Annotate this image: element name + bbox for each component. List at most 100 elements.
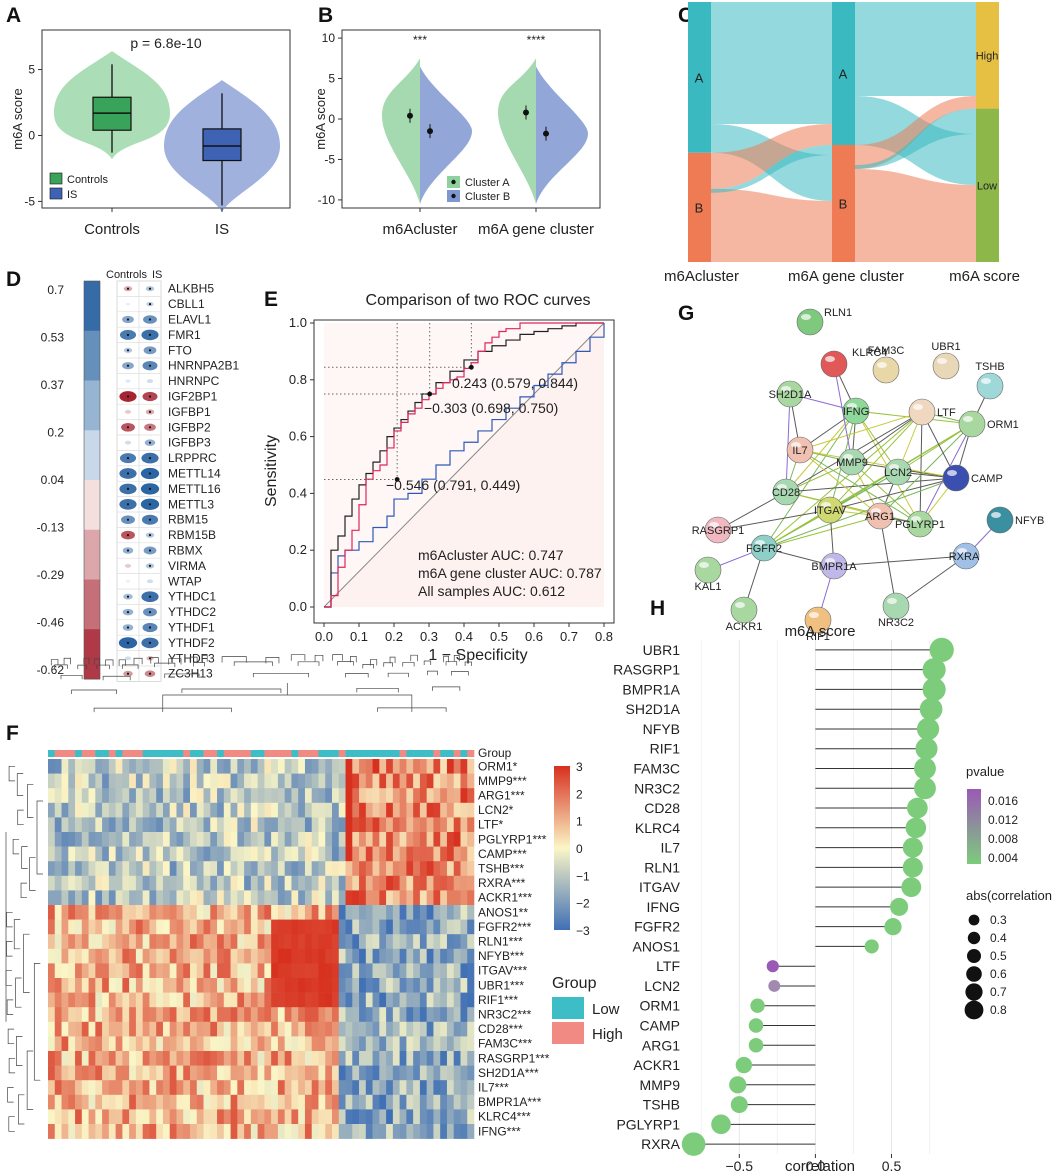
panel-f-heat-cell (298, 992, 306, 1008)
panel-d-gene-label: RBM15B (168, 528, 216, 542)
panel-f-group-cell (95, 750, 103, 757)
panel-f-heat-cell (467, 802, 475, 818)
panel-f-heat-cell (264, 817, 272, 833)
panel-f-heat-cell (115, 890, 123, 906)
panel-b-ytick-label: -5 (324, 152, 335, 166)
panel-f-heat-cell (217, 861, 225, 877)
panel-f-heat-cell (237, 1036, 245, 1052)
panel-f-heat-cell (413, 832, 421, 847)
panel-f-heat-cell (54, 1036, 62, 1052)
panel-g-node-label: UBR1 (931, 341, 960, 353)
panel-f-heat-cell (345, 890, 353, 906)
panel-f-heat-cell (250, 802, 258, 818)
panel-f-heat-cell (406, 1065, 414, 1081)
panel-f-heat-cell (298, 890, 306, 906)
panel-c-node-label: A (695, 70, 704, 85)
panel-f-heat-cell (135, 978, 143, 993)
panel-f-heat-cell (372, 992, 380, 1008)
panel-h-point (748, 1037, 764, 1053)
panel-f-group-cell (311, 750, 319, 757)
panel-f-heat-cell (318, 817, 326, 833)
panel-f-heat-cell (169, 934, 177, 950)
panel-f-heat-cell (419, 934, 427, 950)
panel-f-heat-cell (298, 759, 306, 774)
panel-f-heat-cell (277, 846, 285, 862)
panel-f-heat-cell (406, 1021, 414, 1037)
panel-f-heat-cell (95, 1124, 103, 1139)
panel-f-group-cell (433, 750, 441, 757)
panel-f-heat-cell (426, 1094, 434, 1110)
panel-f-heat-cell (271, 788, 279, 804)
panel-f-heat-cell (419, 788, 427, 804)
panel-f-heat-cell (413, 846, 421, 862)
panel-f-heat-cell (88, 861, 96, 877)
panel-f-heat-cell (244, 905, 252, 920)
panel-f-heat-cell (149, 802, 157, 818)
panel-f-heat-cell (460, 802, 468, 818)
panel-f-heat-cell (257, 846, 265, 862)
panel-f-heat-cell (250, 992, 258, 1008)
panel-f-heat-cell (453, 978, 461, 993)
panel-f-group-cell (426, 750, 434, 757)
panel-f-heat-cell (440, 875, 448, 891)
panel-f-heat-cell (196, 788, 204, 804)
panel-f-heat-cell (338, 978, 346, 993)
panel-f-heat-cell (392, 905, 400, 920)
panel-g-edge (833, 555, 967, 567)
panel-f-heat-cell (244, 1080, 252, 1096)
panel-f-heat-cell (338, 788, 346, 804)
panel-f-heat-cell (433, 802, 441, 818)
panel-c-flow-a-b2 (711, 145, 832, 193)
panel-f-heat-cell (426, 992, 434, 1008)
panel-f-heat-cell (115, 832, 123, 847)
panel-f-row-dendrogram (20, 882, 28, 899)
panel-f-heat-cell (413, 934, 421, 950)
panel-b-legend-dot (451, 179, 456, 185)
panel-f-heat-cell (68, 1065, 76, 1081)
panel-b-significance: **** (527, 33, 546, 47)
panel-f-heat-cell (419, 905, 427, 920)
panel-f-heat-cell (345, 1036, 353, 1052)
panel-f-heat-cell (271, 1109, 279, 1125)
panel-f-heat-cell (325, 817, 333, 833)
panel-f-heat-cell (433, 1109, 441, 1125)
panel-f-heat-cell (338, 846, 346, 862)
panel-f-heat-cell (115, 948, 123, 964)
panel-f-heat-cell (467, 948, 475, 964)
panel-f-heat-cell (446, 1065, 455, 1081)
panel-f-heat-cell (102, 934, 110, 950)
panel-f-heat-cell (203, 978, 211, 993)
panel-e-xtick-label: 0.5 (490, 629, 508, 644)
panel-f-heat-cell (237, 1065, 245, 1081)
panel-f-heat-cell (304, 802, 313, 818)
panel-h-gene-label: CD28 (644, 800, 680, 816)
panel-f-heat-cell (61, 846, 69, 862)
panel-f-heat-cell (446, 1080, 455, 1096)
panel-g-node-highlight (709, 522, 719, 528)
panel-f-heat-cell (129, 788, 137, 804)
panel-f-heat-cell (196, 846, 204, 862)
panel-f-heat-cell (467, 1021, 475, 1037)
panel-f-heat-cell (271, 1036, 279, 1052)
panel-f-heat-cell (230, 832, 238, 847)
panel-f-heat-cell (176, 978, 184, 993)
panel-g-node-label: NR3C2 (878, 617, 914, 629)
panel-f-heat-cell (257, 1051, 265, 1066)
panel-f-heat-cell (318, 934, 326, 950)
panel-f-heat-cell (399, 773, 407, 789)
panel-f-heat-cell (311, 1007, 319, 1023)
panel-f-col-dendrogram (154, 662, 176, 668)
panel-f-heat-cell (264, 788, 272, 804)
panel-f-heat-cell (203, 759, 211, 774)
panel-f-heat-cell (142, 1080, 150, 1096)
panel-f-heat-cell (48, 905, 56, 920)
panel-f-col-dendrogram (356, 687, 399, 693)
panel-f-heat-cell (190, 1007, 198, 1023)
panel-f-heat-cell (271, 948, 279, 964)
panel-f-heat-cell (250, 1124, 258, 1139)
panel-f-heat-cell (379, 1065, 387, 1081)
panel-f-heat-cell (237, 978, 245, 993)
panel-f-heat-cell (277, 1094, 285, 1110)
panel-h-point (916, 717, 940, 741)
panel-f-col-dendrogram (201, 655, 208, 662)
